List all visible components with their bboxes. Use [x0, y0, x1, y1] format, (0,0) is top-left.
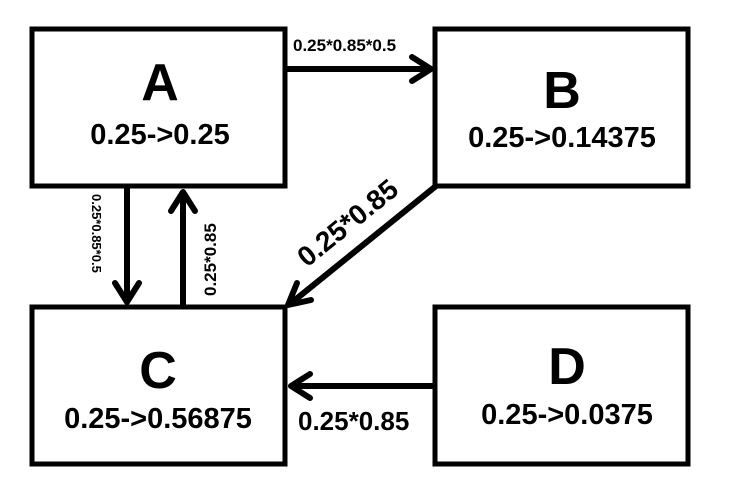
edge-a-to-b-label: 0.25*0.85*0.5 — [293, 36, 396, 55]
node-b-label: B — [543, 62, 581, 120]
node-a: A 0.25->0.25 — [29, 26, 288, 189]
node-b-value: 0.25->0.14375 — [468, 122, 656, 154]
node-c-label: C — [139, 342, 177, 400]
edge-b-to-c-line — [288, 183, 438, 307]
edge-b-to-c: 0.25*0.85 — [285, 173, 438, 308]
edge-a-to-c-arrowhead — [112, 280, 142, 305]
node-d: D 0.25->0.0375 — [432, 304, 691, 467]
edge-a-to-c: 0.25*0.85*0.5 — [89, 187, 142, 305]
node-a-box — [29, 26, 288, 189]
edge-a-to-b-arrowhead — [409, 54, 434, 84]
edge-a-to-c-label: 0.25*0.85*0.5 — [89, 194, 104, 273]
edge-c-to-a: 0.25*0.85 — [168, 189, 220, 306]
node-d-label: D — [548, 338, 586, 396]
node-c-box — [29, 304, 288, 467]
edge-d-to-c: 0.25*0.85 — [288, 371, 434, 436]
node-c: C 0.25->0.56875 — [29, 304, 288, 467]
node-c-value: 0.25->0.56875 — [64, 403, 252, 435]
node-d-box — [432, 304, 691, 467]
edge-c-to-a-arrowhead — [168, 189, 198, 214]
edge-d-to-c-label: 0.25*0.85 — [298, 406, 409, 436]
edge-a-to-b: 0.25*0.85*0.5 — [286, 36, 434, 84]
node-d-value: 0.25->0.0375 — [481, 399, 653, 431]
edge-c-to-a-label: 0.25*0.85 — [201, 223, 220, 296]
edge-d-to-c-arrowhead — [288, 371, 313, 401]
node-a-value: 0.25->0.25 — [90, 119, 229, 151]
node-a-label: A — [141, 54, 179, 112]
edge-b-to-c-arrowhead — [285, 280, 314, 308]
node-b-box — [432, 26, 691, 189]
node-b: B 0.25->0.14375 — [432, 26, 691, 189]
